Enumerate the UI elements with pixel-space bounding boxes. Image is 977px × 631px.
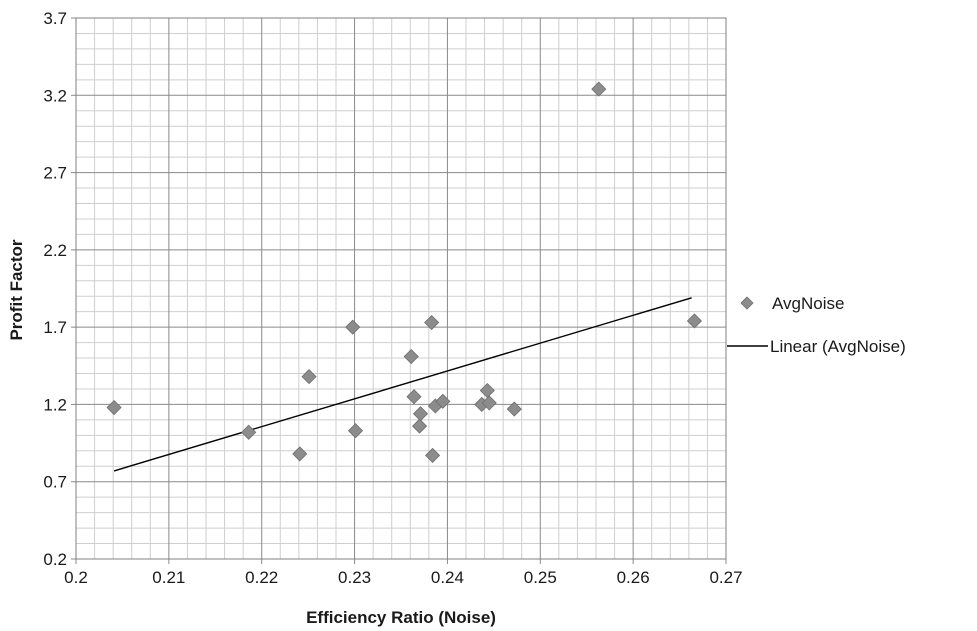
data-point-diamond [479, 382, 495, 399]
x-axis-tick-labels: 0.2 0.21 0.22 0.23 0.24 0.25 0.26 0.27 [64, 568, 742, 587]
data-point-diamond [506, 401, 522, 417]
data-point-diamond [345, 319, 361, 335]
data-point-diamond [591, 81, 607, 97]
data-point-diamond [425, 447, 441, 464]
data-point-diamond [403, 348, 419, 365]
y-tick-label: 2.7 [43, 164, 67, 183]
x-tick-label: 0.24 [431, 568, 464, 587]
legend-diamond-marker [740, 296, 754, 310]
x-axis-title: Efficiency Ratio (Noise) [306, 608, 496, 627]
plot-area-frame [75, 17, 727, 560]
y-tick-label: 3.2 [43, 86, 67, 105]
data-point-diamond [292, 446, 308, 462]
x-tick-label: 0.26 [617, 568, 650, 587]
legend-item-trendline: Linear (AvgNoise) [727, 337, 906, 356]
data-point-diamond [435, 393, 451, 409]
y-tick-label: 1.2 [43, 395, 67, 414]
legend-item-scatter: AvgNoise [740, 294, 844, 313]
y-tick-label: 0.2 [43, 550, 67, 569]
data-points-layer [106, 81, 702, 464]
data-point-diamond [106, 399, 122, 416]
x-tick-label: 0.21 [152, 568, 185, 587]
y-tick-label: 0.7 [43, 473, 67, 492]
y-tick-label: 1.7 [43, 318, 67, 337]
minor-gridlines [76, 18, 726, 559]
x-tick-label: 0.25 [524, 568, 557, 587]
data-point-diamond [412, 418, 428, 434]
data-point-diamond [481, 395, 497, 411]
y-axis-tick-labels: 0.2 0.7 1.2 1.7 2.2 2.7 3.2 3.7 [43, 9, 67, 569]
x-tick-label: 0.23 [338, 568, 371, 587]
legend: AvgNoise Linear (AvgNoise) [727, 294, 906, 356]
data-point-diamond [241, 424, 257, 440]
data-point-diamond [412, 406, 429, 422]
legend-label-avgnoise: AvgNoise [772, 294, 844, 313]
y-tick-label: 3.7 [43, 9, 67, 28]
data-point-diamond [424, 314, 440, 331]
data-point-diamond [301, 369, 317, 385]
y-tick-label: 2.2 [43, 241, 67, 260]
x-tick-label: 0.2 [64, 568, 88, 587]
trendline-layer [113, 297, 692, 472]
x-tick-label: 0.22 [245, 568, 278, 587]
y-axis-title: Profit Factor [7, 239, 26, 340]
legend-label-linear-avgnoise: Linear (AvgNoise) [770, 337, 906, 356]
x-tick-label: 0.27 [709, 568, 742, 587]
trendline-linear-avgnoise [113, 297, 692, 472]
data-point-diamond [686, 313, 702, 329]
data-point-diamond [347, 423, 364, 439]
major-gridlines [71, 17, 727, 564]
data-point-diamond [406, 389, 422, 405]
